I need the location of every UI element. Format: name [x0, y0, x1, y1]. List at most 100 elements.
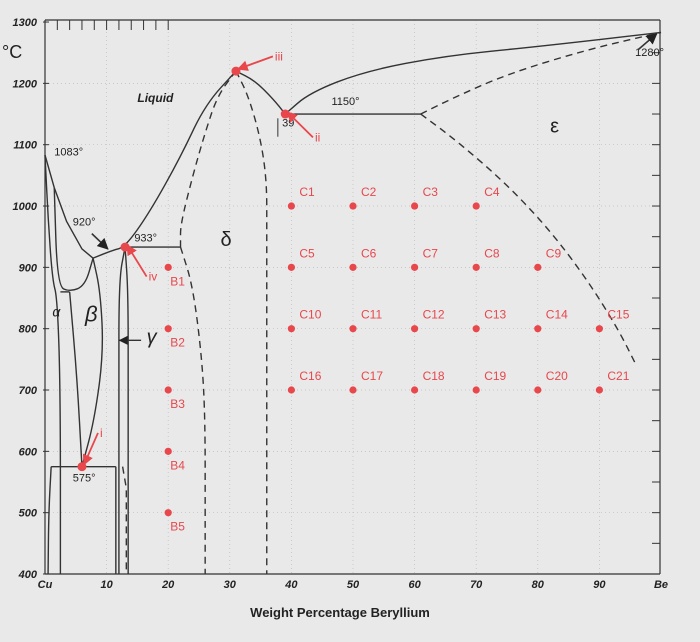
sample-point-c7 [411, 263, 419, 271]
phase-label: δ [221, 229, 232, 251]
sample-point-c21 [595, 386, 604, 394]
liquidus-to-peak [92, 70, 237, 259]
sample-point-c4 [472, 202, 480, 210]
sample-label-c12: C12 [423, 308, 445, 322]
sample-label-c18: C18 [423, 369, 445, 383]
y-axis-unit: °C [2, 42, 22, 62]
liquidus-peak-to-39 [235, 70, 286, 115]
annotation-arrow-ii [286, 111, 314, 138]
sample-label-c11: C11 [361, 308, 382, 322]
phase-label: ε [550, 115, 559, 137]
temperature-label: 1083° [54, 147, 83, 159]
sample-point-c12 [411, 325, 419, 333]
x-axis-label: Weight Percentage Beryllium [250, 605, 430, 620]
sample-point-c5 [287, 263, 295, 271]
beta-right [81, 258, 104, 467]
sample-point-b3 [164, 386, 172, 394]
sample-label-b1: B1 [170, 274, 185, 288]
sample-point-c6 [349, 263, 357, 271]
x-tick-label: Be [654, 579, 668, 591]
sample-label-c14: C14 [546, 308, 568, 322]
y-tick-label: 800 [19, 324, 38, 336]
gamma-dashed [121, 466, 128, 574]
sample-label-b5: B5 [170, 520, 185, 534]
delta-solidus-right [235, 70, 268, 574]
sample-label-c8: C8 [484, 246, 500, 260]
epsilon-solvus [420, 113, 637, 366]
sample-point-c9 [534, 263, 542, 271]
eutectic-arrow [91, 233, 109, 250]
temperature-label: 920° [73, 217, 96, 229]
beta-top [53, 187, 94, 292]
sample-point-c1 [287, 202, 295, 210]
alpha-lower [47, 466, 52, 575]
x-tick-label: 40 [284, 579, 298, 591]
temperature-label: 1280° [635, 47, 664, 59]
sample-point-c8 [472, 263, 480, 271]
liquidus-left [44, 154, 94, 259]
temperature-label: 933° [134, 233, 157, 245]
sample-point-c15 [595, 325, 604, 333]
sample-label-c2: C2 [361, 185, 377, 199]
beta-left [68, 291, 83, 467]
y-tick-label: 1000 [13, 201, 38, 213]
y-tick-label: 400 [18, 569, 38, 581]
sample-point-c3 [411, 202, 419, 210]
annotation-arrow-iv [126, 244, 148, 278]
sample-label-c7: C7 [423, 246, 439, 260]
sample-point-c19 [472, 386, 480, 394]
sample-label-c9: C9 [546, 246, 562, 260]
gamma-right [124, 247, 129, 574]
annotation-label-iii: iii [275, 49, 283, 63]
y-tick-label: 700 [19, 385, 38, 397]
temperature-label: 575° [73, 472, 96, 484]
temperature-label: 39 [282, 117, 294, 129]
phase-boundaries [44, 31, 662, 575]
x-tick-label: 30 [224, 579, 237, 591]
x-tick-label: 60 [408, 579, 421, 591]
sample-point-b4 [164, 447, 172, 455]
sample-label-b3: B3 [170, 397, 185, 411]
y-tick-label: 1200 [13, 78, 38, 90]
sample-label-c20: C20 [546, 369, 568, 383]
sample-label-c6: C6 [361, 246, 377, 260]
sample-point-c16 [287, 386, 295, 394]
phase-labels: Liquid α β γ δ ε 1083° 920° 933° 1150° 1280° 575° 39 [52, 32, 664, 484]
sample-label-c21: C21 [607, 369, 629, 383]
sample-label-c16: C16 [299, 369, 321, 383]
sample-point-b2 [164, 325, 172, 333]
be-melting-arrow [637, 32, 658, 51]
phase-label: Liquid [137, 91, 174, 105]
phase-label: α [52, 303, 61, 319]
delta-left-boundary [179, 246, 206, 574]
sample-label-c4: C4 [484, 185, 500, 199]
sample-point-c13 [472, 325, 480, 333]
sample-point-c10 [287, 325, 295, 333]
annotation-label-i: i [100, 426, 103, 440]
sample-label-b4: B4 [170, 458, 185, 472]
epsilon-solidus [420, 31, 662, 115]
sample-point-c20 [534, 386, 542, 394]
sample-point-b1 [164, 263, 172, 271]
y-tick-label: 500 [19, 508, 38, 520]
sample-point-c18 [411, 386, 419, 394]
delta-solidus-left [179, 70, 237, 248]
sample-points: C1 C2 C3 C4 C5 C6 C7 C8 C9 C10 C11 C12 C13 C14 C15 C16 C… [77, 66, 630, 534]
sample-label-c10: C10 [299, 308, 321, 322]
y-tick-label: 600 [19, 446, 38, 458]
phase-label: β [84, 301, 98, 326]
alpha-solvus [44, 155, 62, 574]
x-tick-label: 10 [100, 579, 113, 591]
x-tick-label: 90 [593, 579, 606, 591]
sample-label-c13: C13 [484, 308, 506, 322]
axis-ticks: Cu 10 20 30 40 50 60 70 80 90 Be 400 500 600 700 800 900… [13, 17, 669, 591]
x-tick-label: 20 [161, 579, 175, 591]
liquidus-to-be [284, 31, 662, 115]
annotation-arrow-i [82, 432, 99, 466]
x-tick-label: 70 [470, 579, 483, 591]
x-tick-label: Cu [38, 579, 53, 591]
temperature-label: 1150° [331, 96, 359, 108]
sample-label-c1: C1 [299, 185, 315, 199]
annotation-arrow-iii [236, 55, 274, 71]
